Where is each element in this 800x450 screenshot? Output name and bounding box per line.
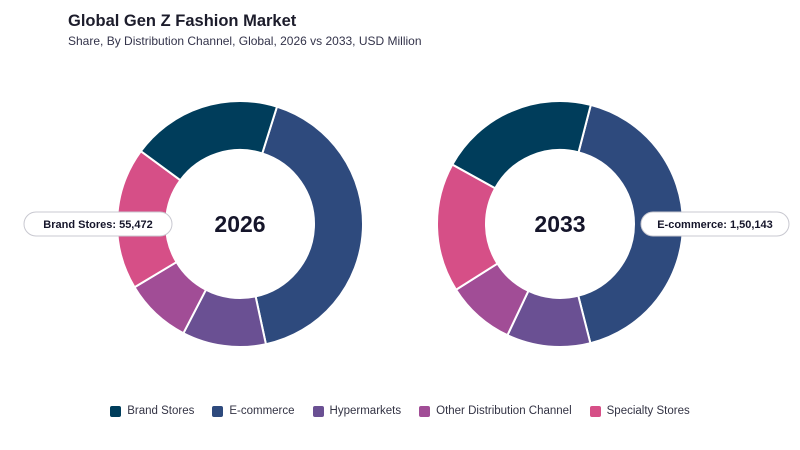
legend-label: Specialty Stores	[606, 405, 690, 417]
tooltip-box	[23, 211, 173, 237]
center-label-2026: 2026	[214, 211, 265, 237]
legend-swatch	[110, 405, 122, 417]
chart-title: Global Gen Z Fashion Market	[68, 12, 297, 30]
legend-item-other-distribution-channel[interactable]: Other Distribution Channel	[419, 405, 572, 417]
tooltip-2026: Brand Stores: 55,472	[23, 211, 173, 237]
legend-label: Hypermarkets	[329, 405, 402, 417]
legend-item-hypermarkets[interactable]: Hypermarkets	[312, 405, 402, 417]
slice-2026-brand-stores[interactable]	[139, 100, 279, 182]
legend-label: E-commerce	[229, 405, 295, 417]
legend-swatch	[212, 405, 224, 417]
donut-chart-2026: 2026	[116, 100, 364, 348]
donut-chart-2033: 2033	[436, 100, 684, 348]
center-label-2033: 2033	[534, 211, 585, 237]
slice-2033-e-commerce[interactable]	[577, 103, 684, 345]
chart-subtitle: Share, By Distribution Channel, Global, …	[68, 34, 422, 48]
legend-item-e-commerce[interactable]: E-commerce	[212, 405, 295, 417]
legend-label: Other Distribution Channel	[436, 405, 572, 417]
tooltip-text: Brand Stores: 55,472	[43, 219, 152, 231]
chart-legend: Brand Stores E-commerce Hypermarkets Other …	[0, 405, 800, 417]
tooltip-text: E-commerce: 1,50,143	[657, 219, 773, 231]
slice-2026-e-commerce[interactable]	[254, 105, 364, 346]
legend-swatch	[419, 405, 431, 417]
legend-swatch	[312, 405, 324, 417]
legend-label: Brand Stores	[127, 405, 195, 417]
legend-swatch	[589, 405, 601, 417]
tooltip-box	[640, 211, 790, 237]
tooltip-2033: E-commerce: 1,50,143	[640, 211, 790, 237]
legend-item-specialty-stores[interactable]: Specialty Stores	[589, 405, 690, 417]
legend-item-brand-stores[interactable]: Brand Stores	[110, 405, 194, 417]
slice-2033-brand-stores[interactable]	[450, 100, 593, 190]
